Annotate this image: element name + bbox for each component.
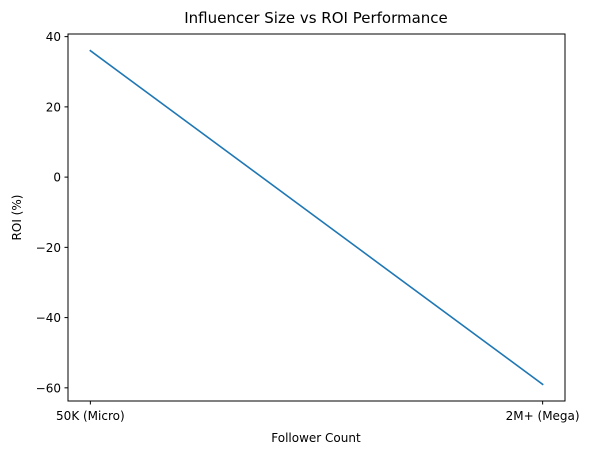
x-axis-label: Follower Count — [271, 431, 361, 445]
x-tick-label: 2M+ (Mega) — [506, 409, 580, 423]
y-axis-label: ROI (%) — [10, 195, 24, 241]
plot-area: 40 20 0 −20 −40 −60 50K (Micro) 2M+ (Mega) — [36, 30, 580, 423]
axes-frame — [67, 33, 566, 402]
y-tick-label: 20 — [46, 100, 61, 114]
y-tick-label: 0 — [53, 171, 61, 185]
y-tick-label: −20 — [36, 241, 61, 255]
x-tick-label: 50K (Micro) — [56, 409, 125, 423]
y-tick-label: 40 — [46, 30, 61, 44]
y-tick-label: −40 — [36, 311, 61, 325]
chart-title: Influencer Size vs ROI Performance — [184, 9, 448, 27]
series-line — [89, 49, 544, 386]
y-tick-label: −60 — [36, 381, 61, 395]
